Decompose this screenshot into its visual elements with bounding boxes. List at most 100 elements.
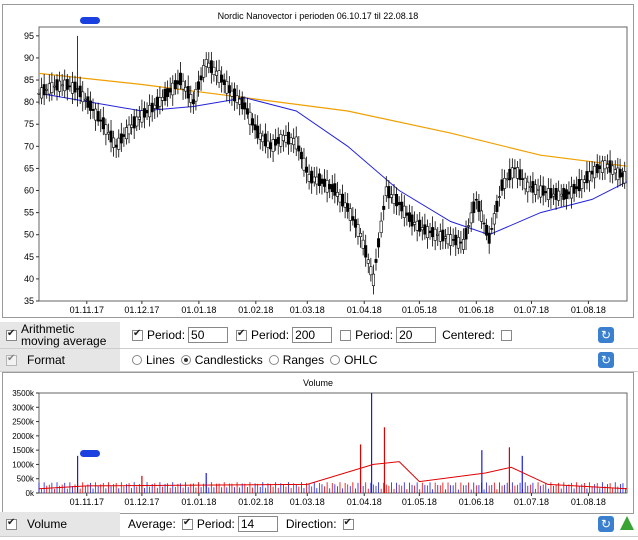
period-2-checkbox[interactable] <box>236 328 248 341</box>
candle-body <box>531 181 535 193</box>
x-tick-label: 01.12.17 <box>124 497 159 507</box>
candle-body <box>482 222 486 225</box>
candle-body <box>245 108 249 115</box>
candle-body <box>343 202 347 208</box>
volume-plot-area <box>38 392 628 494</box>
candle-body <box>52 85 56 88</box>
format-option-ohlc-radio[interactable] <box>330 355 341 365</box>
candle-body <box>551 193 555 197</box>
volume-chart-title: Volume <box>303 378 333 388</box>
moving-average-checkbox[interactable] <box>6 328 17 341</box>
candle-body <box>68 85 72 88</box>
candle-body <box>611 165 615 175</box>
volume-period-label: Period: <box>196 517 235 531</box>
candle-body <box>112 137 116 148</box>
format-option-candlesticks: Candlesticks <box>194 353 263 367</box>
format-checkbox[interactable] <box>6 353 17 366</box>
candle-body <box>379 220 383 234</box>
candle-body <box>173 80 177 90</box>
candle-body <box>233 88 237 102</box>
format-option-lines: Lines <box>146 353 175 367</box>
candle-body <box>420 227 424 231</box>
y-tick-label: 1000k <box>12 460 35 469</box>
candle-body <box>148 105 152 118</box>
candle-body <box>106 132 110 135</box>
candle-body <box>389 194 393 198</box>
average-checkbox[interactable] <box>181 517 193 530</box>
format-option-ranges-radio[interactable] <box>268 355 279 365</box>
period-1-checkbox[interactable] <box>132 328 143 341</box>
candle-body <box>55 79 59 91</box>
candle-body <box>96 111 100 122</box>
candle-body <box>315 176 319 185</box>
candle-body <box>418 219 422 232</box>
format-option-lines-radio[interactable] <box>132 355 142 365</box>
y-tick-label: 55 <box>24 208 34 218</box>
volume-checkbox[interactable] <box>6 517 17 530</box>
period-2-input[interactable] <box>292 327 333 343</box>
moving-average-label-cell: Arithmetic moving average <box>0 322 120 348</box>
candle-body <box>191 99 195 105</box>
volume-label-cell: Volume <box>0 512 120 536</box>
format-row: Format Lines Candlesticks Ranges OHLC ↻ <box>0 349 638 372</box>
candle-body <box>58 80 62 92</box>
candle-body <box>217 70 221 83</box>
candle-body <box>436 233 440 236</box>
candle-body <box>212 66 216 75</box>
event-marker[interactable] <box>80 450 100 457</box>
period-3-input[interactable] <box>396 327 437 343</box>
candle-body <box>150 102 154 113</box>
direction-checkbox[interactable] <box>342 517 354 530</box>
candle-body <box>235 95 239 103</box>
candle-body <box>341 193 345 207</box>
candle-body <box>407 212 411 222</box>
volume-chart: Volume 0k 500k 1000k 1500k 2000k 2500k 3000k 35… <box>12 378 628 507</box>
volume-period-input[interactable] <box>237 516 278 532</box>
candle-body <box>510 167 514 179</box>
candle-body <box>487 232 491 244</box>
candle-body <box>163 88 167 102</box>
candle-body <box>78 85 82 98</box>
candle-body <box>104 124 108 135</box>
refresh-icon[interactable]: ↻ <box>598 516 614 532</box>
candle-body <box>472 201 476 213</box>
candle-body <box>114 144 118 148</box>
centered-checkbox[interactable] <box>500 329 512 341</box>
collapse-up-icon[interactable] <box>620 516 634 530</box>
format-option-candlesticks-radio[interactable] <box>180 355 191 365</box>
refresh-icon[interactable]: ↻ <box>598 352 614 368</box>
candle-body <box>258 132 262 140</box>
candle-body <box>521 178 525 180</box>
direction-label: Direction: <box>285 517 337 531</box>
candle-body <box>513 167 517 170</box>
candle-body <box>281 134 285 141</box>
period-1-input[interactable] <box>188 327 229 343</box>
price-plot-area <box>38 26 628 302</box>
candle-body <box>588 171 592 182</box>
period-3-checkbox[interactable] <box>340 329 352 341</box>
candle-body <box>310 170 314 184</box>
y-tick-label: 1500k <box>12 446 35 455</box>
event-marker[interactable] <box>80 17 100 24</box>
candle-body <box>479 210 483 222</box>
candle-body <box>323 178 327 187</box>
candle-body <box>312 176 316 183</box>
candle-body <box>554 188 558 200</box>
period-3-label: Period: <box>355 328 394 342</box>
candle-body <box>222 79 226 85</box>
refresh-icon[interactable]: ↻ <box>598 327 614 343</box>
candle-body <box>603 160 607 170</box>
y-tick-label: 45 <box>24 252 34 262</box>
candle-body <box>122 134 126 137</box>
candle-body <box>274 139 278 146</box>
candle-body <box>559 193 563 197</box>
candle-body <box>263 133 267 147</box>
format-label: Format <box>27 353 66 367</box>
x-tick-label: 01.07.18 <box>514 305 549 315</box>
candle-body <box>464 228 468 240</box>
candle-body <box>469 212 473 224</box>
candle-body <box>382 205 386 210</box>
y-tick-label: 80 <box>24 97 34 107</box>
candle-body <box>575 186 579 190</box>
candle-body <box>546 188 550 200</box>
